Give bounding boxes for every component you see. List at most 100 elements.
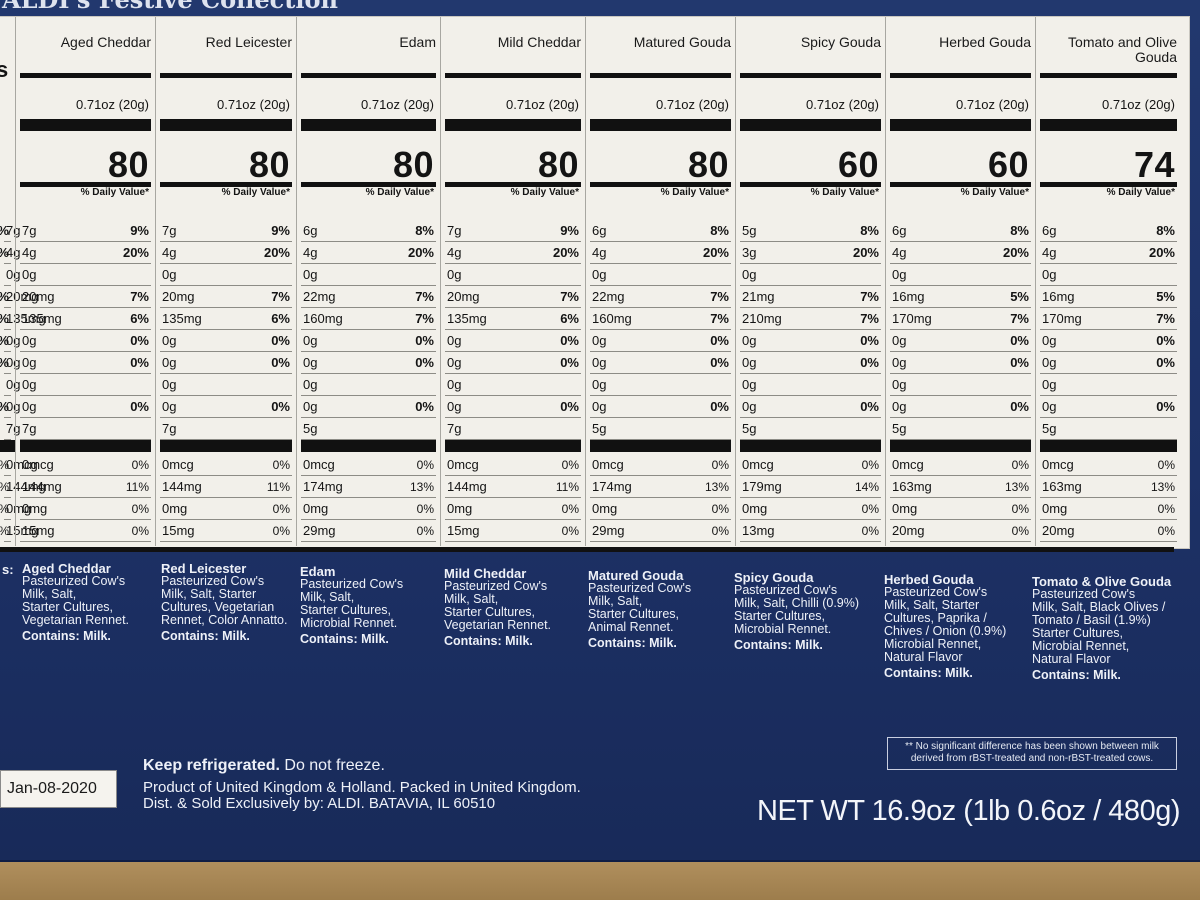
- nutrient-amount: 0mg: [742, 501, 768, 516]
- box-top-title: ALDI's Festive Collection: [0, 0, 1200, 16]
- nutrient-amount: 135mg: [162, 311, 202, 326]
- nutrient-row: 160mg 7%: [301, 308, 436, 330]
- ingredients-line: Rennet, Color Annatto.: [161, 613, 288, 627]
- nutrition-column: Red Leicester 0.71oz (20g) 80 % Daily Value…: [155, 17, 296, 546]
- calories-value: 80: [392, 144, 434, 185]
- rule: [20, 119, 151, 131]
- nutrient-amount: 7g: [22, 223, 37, 238]
- ingredients-line: Milk, Salt, Starter: [161, 587, 257, 601]
- nutrient-amount: 6g: [1042, 223, 1057, 238]
- daily-value-percent: 0%: [131, 502, 149, 516]
- nutrient-row: 0g: [890, 264, 1031, 286]
- nutrition-column: Spicy Gouda 0.71oz (20g) 60 % Daily Value* 5…: [735, 17, 885, 546]
- nutrient-amount: 0g: [892, 333, 907, 348]
- daily-value-percent: 0%: [860, 355, 879, 370]
- nutrient-amount: 0mg: [6, 501, 32, 516]
- nutrient-row: 7g9%: [0, 220, 20, 242]
- rbst-note: ** No significant difference has been sh…: [887, 737, 1177, 770]
- vitamin-row: 29mg 0%: [301, 520, 436, 542]
- nutrient-amount: 0g: [447, 399, 462, 414]
- ingredients-line: Chives / Onion (0.9%): [884, 624, 1007, 638]
- nutrient-amount: 0g: [22, 267, 37, 282]
- nutrient-amount: 0mcg: [742, 457, 774, 472]
- nutrient-amount: 5g: [592, 421, 607, 436]
- daily-value-percent: 13%: [704, 480, 729, 494]
- daily-value-percent: 0%: [1011, 502, 1029, 516]
- nutrient-amount: 0g: [22, 355, 37, 370]
- daily-value-header: % Daily Value*: [960, 187, 1029, 198]
- nutrient-amount: 0g: [303, 355, 318, 370]
- daily-value-header: % Daily Value*: [510, 187, 579, 198]
- daily-value-percent: 13%: [1150, 480, 1175, 494]
- daily-value-percent: 0%: [415, 333, 434, 348]
- rule: [160, 119, 292, 131]
- nutrient-row: 0g0%: [0, 352, 20, 374]
- daily-value-percent: 0%: [710, 333, 729, 348]
- serving-size: 0.71oz (20g): [361, 97, 434, 112]
- nutrient-amount: 0mcg: [303, 457, 335, 472]
- calories-value: 80: [537, 144, 579, 185]
- ingredients-prefix: s:: [2, 562, 14, 577]
- nutrient-amount: 0g: [592, 399, 607, 414]
- nutrient-row: 0g: [20, 264, 151, 286]
- daily-value-percent: 0%: [560, 355, 579, 370]
- nutrient-amount: 4g: [447, 245, 462, 260]
- daily-value-percent: 7%: [560, 289, 579, 304]
- nutrient-amount: 0g: [742, 377, 757, 392]
- ingredients-block: Edam Pasteurized Cow's Milk, Salt, Starter …: [300, 565, 440, 646]
- nutrient-amount: 5g: [892, 421, 907, 436]
- daily-value-percent: 0%: [861, 502, 879, 516]
- panel-bottom-rule: [0, 547, 1174, 552]
- nutrient-row: 0g0%: [0, 330, 20, 352]
- nutrient-amount: 0g: [892, 377, 907, 392]
- ingredients-line: Milk, Salt,: [444, 592, 499, 606]
- ingredients-line: Tomato / Basil (1.9%): [1032, 613, 1151, 627]
- nutrient-row: 0g0%: [0, 396, 20, 418]
- allergen-statement: Contains: Milk.: [588, 636, 677, 650]
- do-not-freeze: Do not freeze.: [279, 757, 385, 774]
- vitamin-row: 144mg 11%: [445, 476, 581, 498]
- nutrient-row: 7g: [445, 418, 581, 440]
- nutrient-amount: 0g: [22, 333, 37, 348]
- distributor-line: Dist. & Sold Exclusively by: ALDI. BATAV…: [143, 795, 496, 812]
- rule: [740, 182, 881, 187]
- nutrient-row: 0g: [590, 374, 731, 396]
- nutrient-amount: 0g: [892, 399, 907, 414]
- nutrient-row: 6g 8%: [890, 220, 1031, 242]
- daily-value-percent: 0%: [1156, 399, 1175, 414]
- vitamin-row: 179mg 14%: [740, 476, 881, 498]
- rule: [301, 73, 436, 78]
- nutrient-row: 0g: [160, 264, 292, 286]
- daily-value-percent: 0%: [861, 524, 879, 538]
- product-origin: Product of United Kingdom & Holland. Pac…: [143, 780, 581, 812]
- nutrient-amount: 144mg: [162, 479, 202, 494]
- nutrient-row: 160mg 7%: [590, 308, 731, 330]
- daily-value-percent: 9%: [0, 220, 9, 242]
- cheese-name: Mild Cheddar: [497, 34, 581, 50]
- nutrient-row: 0g: [890, 374, 1031, 396]
- nutrient-amount: 0g: [6, 355, 21, 370]
- vitamin-row: 174mg 13%: [301, 476, 436, 498]
- nutrient-amount: 0mcg: [22, 457, 54, 472]
- ingredients-line: Pasteurized Cow's: [22, 574, 126, 588]
- daily-value-percent: 0%: [561, 524, 579, 538]
- storage-instructions: Keep refrigerated. Do not freeze.: [143, 757, 385, 775]
- vitamin-row: 29mg 0%: [590, 520, 731, 542]
- nutrient-amount: 7g: [6, 421, 21, 436]
- daily-value-percent: 0%: [1156, 355, 1175, 370]
- rule: [20, 182, 151, 187]
- nutrient-amount: 20mg: [1042, 523, 1075, 538]
- daily-value-percent: 0%: [416, 502, 434, 516]
- daily-value-percent: 0%: [1157, 524, 1175, 538]
- cheese-name: Matured Gouda: [633, 34, 731, 50]
- ingredients-title: Red Leicester: [161, 561, 247, 576]
- nutrient-amount: 22mg: [592, 289, 625, 304]
